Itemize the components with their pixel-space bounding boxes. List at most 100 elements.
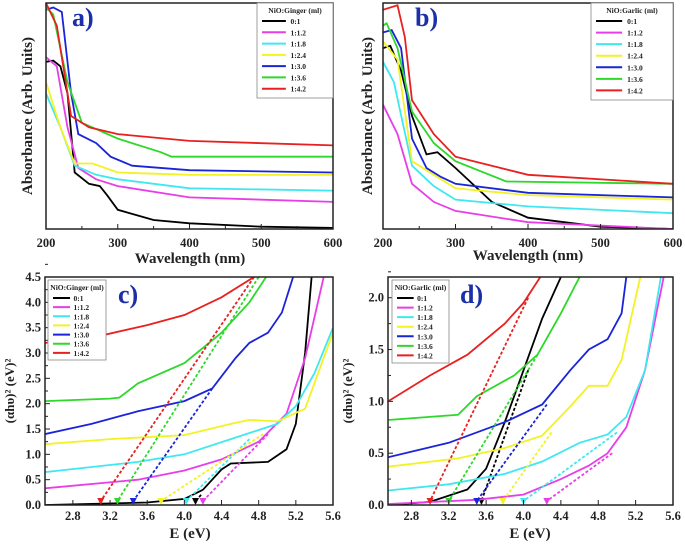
x-tick-label: 5.2: [628, 509, 644, 523]
tangent-line-1-1-2: [546, 452, 613, 502]
y-axis-label: Absorbance (Arb. Units): [20, 37, 36, 195]
y-tick-label: 3.5: [25, 321, 41, 335]
y-tick-label: 0.0: [368, 498, 384, 512]
tangent-arrow: [157, 498, 165, 505]
x-tick-label: 5.6: [665, 509, 681, 523]
x-tick-label: 3.6: [478, 509, 494, 523]
y-tick-label: 0.5: [368, 446, 384, 460]
series-line-1-2-4: [45, 332, 333, 446]
x-tick-label: 4.0: [177, 509, 193, 523]
series-line-1-1-2: [388, 277, 665, 505]
y-tick-label: 4.0: [25, 295, 41, 309]
series-line-1-2-4: [388, 277, 642, 468]
x-tick-label: 3.2: [441, 509, 457, 523]
axes-frame: [387, 276, 674, 506]
panel-label: d): [460, 280, 483, 309]
legend-entry: 1:3.0: [417, 332, 433, 341]
x-tick-label: 4.4: [553, 509, 569, 523]
tangent-arrow: [113, 498, 121, 505]
tangent-line-1-2-4: [502, 431, 553, 502]
tangent-line-1-4-2: [99, 277, 255, 502]
legend-entry: 0:1: [417, 294, 427, 303]
series-line-1-3-0: [45, 277, 294, 435]
legend-entry: 1:4.2: [417, 351, 433, 360]
tangent-arrow: [426, 498, 434, 505]
series-line-1-3-6: [45, 277, 267, 402]
legend-entry: 0:1: [627, 17, 637, 26]
legend-entry: 1:1.8: [627, 40, 643, 49]
series-line-1-3-0: [383, 29, 673, 199]
y-tick-label: 1.0: [368, 394, 384, 408]
y-tick-label: 1.0: [25, 447, 41, 461]
tangent-arrow: [97, 498, 105, 505]
x-tick-label: 4.4: [214, 509, 230, 523]
legend-entry: 0:1: [74, 294, 84, 303]
series-line-1-2-4: [383, 40, 673, 201]
panel-label: b): [415, 3, 438, 32]
legend-entry: 1:2.4: [627, 52, 643, 61]
tangent-line-1-3-0: [132, 387, 213, 502]
legend: NiO:Ginger (ml) 0:1 1:1.2 1:1.8 1:2.4 1:3.0 1:…: [256, 2, 334, 99]
x-axis-label: E (eV): [509, 526, 550, 542]
tangent-line-1-1-8: [522, 431, 618, 502]
series-line-1-3-0: [388, 277, 628, 459]
tangent-arrow: [499, 498, 507, 505]
legend-entry: 0:1: [290, 17, 300, 26]
legend-entry: 1:2.4: [417, 323, 433, 332]
legend-title: NiO:Ginger (ml): [268, 6, 322, 15]
series-line-1-1-2: [45, 277, 325, 490]
x-tick-label: 3.2: [102, 509, 118, 523]
tangent-line-0-1: [480, 369, 530, 502]
legend-entry: 1:2.4: [74, 321, 90, 330]
x-tick-label: 300: [446, 236, 465, 250]
legend-entry: 1:4.2: [74, 349, 90, 358]
panel-d: 2.8 3.2 3.6 4.0 4.4 4.8 5.2 5.6 0.0 0.5 1.0 1.5 2.0 E…: [340, 271, 681, 542]
legend-entry: 1:1.8: [74, 312, 90, 321]
series-line-1-4-2: [46, 3, 333, 147]
tangent-line-1-4-2: [429, 297, 529, 502]
legend-entry: 1:4.2: [627, 86, 643, 95]
legend-title: NiO:Garlic (ml): [395, 283, 447, 292]
legend-title: NiO:Ginger (ml): [50, 283, 104, 292]
y-tick-label: 1.5: [368, 343, 384, 357]
panel-label: a): [72, 3, 94, 32]
legend-entry: 1:1.8: [417, 313, 433, 322]
series-line-1-1-2: [383, 104, 673, 229]
legend-entry: 1:2.4: [290, 51, 306, 60]
series-line-1-1-2: [46, 56, 333, 203]
tangent-arrow: [192, 498, 200, 505]
series-line-1-4-2: [383, 4, 673, 185]
tangent-line-1-3-6: [447, 354, 539, 502]
legend-entry: 1:1.2: [290, 28, 306, 37]
panel-b: 200 300 400 500 600 Wavelength (nm) Absorbance…: [360, 2, 682, 264]
legend-box: [590, 2, 674, 101]
y-tick-label: 3.0: [25, 346, 41, 360]
y-tick-label: 0.0: [25, 498, 41, 512]
tangent-arrow: [473, 498, 481, 505]
series-line-1-4-2: [388, 277, 542, 403]
legend: NiO:Garlic (ml) 0:11:1.21:1.81:2.41:3.0 1:…: [391, 279, 450, 364]
tangent-arrow: [182, 498, 190, 505]
x-tick-label: 5.6: [325, 509, 341, 523]
panel-label: c): [118, 280, 138, 309]
x-tick-label: 300: [108, 236, 127, 250]
y-tick-label: 4.5: [25, 270, 41, 284]
series-line-1-1-8: [46, 93, 333, 192]
legend-entry: 1:3.6: [627, 75, 643, 84]
legend-box: [391, 279, 450, 364]
x-tick-label: 400: [180, 236, 199, 250]
legend-box: [256, 2, 334, 99]
legend-entry: 1:1.2: [74, 303, 90, 312]
legend-entry: 1:3.6: [290, 73, 306, 82]
tangent-line-1-2-4: [160, 433, 264, 502]
x-axis-label: E (eV): [169, 526, 210, 542]
y-tick-label: 2.5: [25, 371, 41, 385]
x-tick-label: 2.8: [65, 509, 81, 523]
tangent-arrow: [129, 498, 137, 505]
x-tick-label: 600: [324, 236, 343, 250]
series-line-1-2-4: [46, 81, 333, 176]
x-tick-label: 200: [374, 236, 393, 250]
legend-entry: 1:1.2: [417, 304, 433, 313]
x-tick-label: 4.8: [251, 509, 267, 523]
